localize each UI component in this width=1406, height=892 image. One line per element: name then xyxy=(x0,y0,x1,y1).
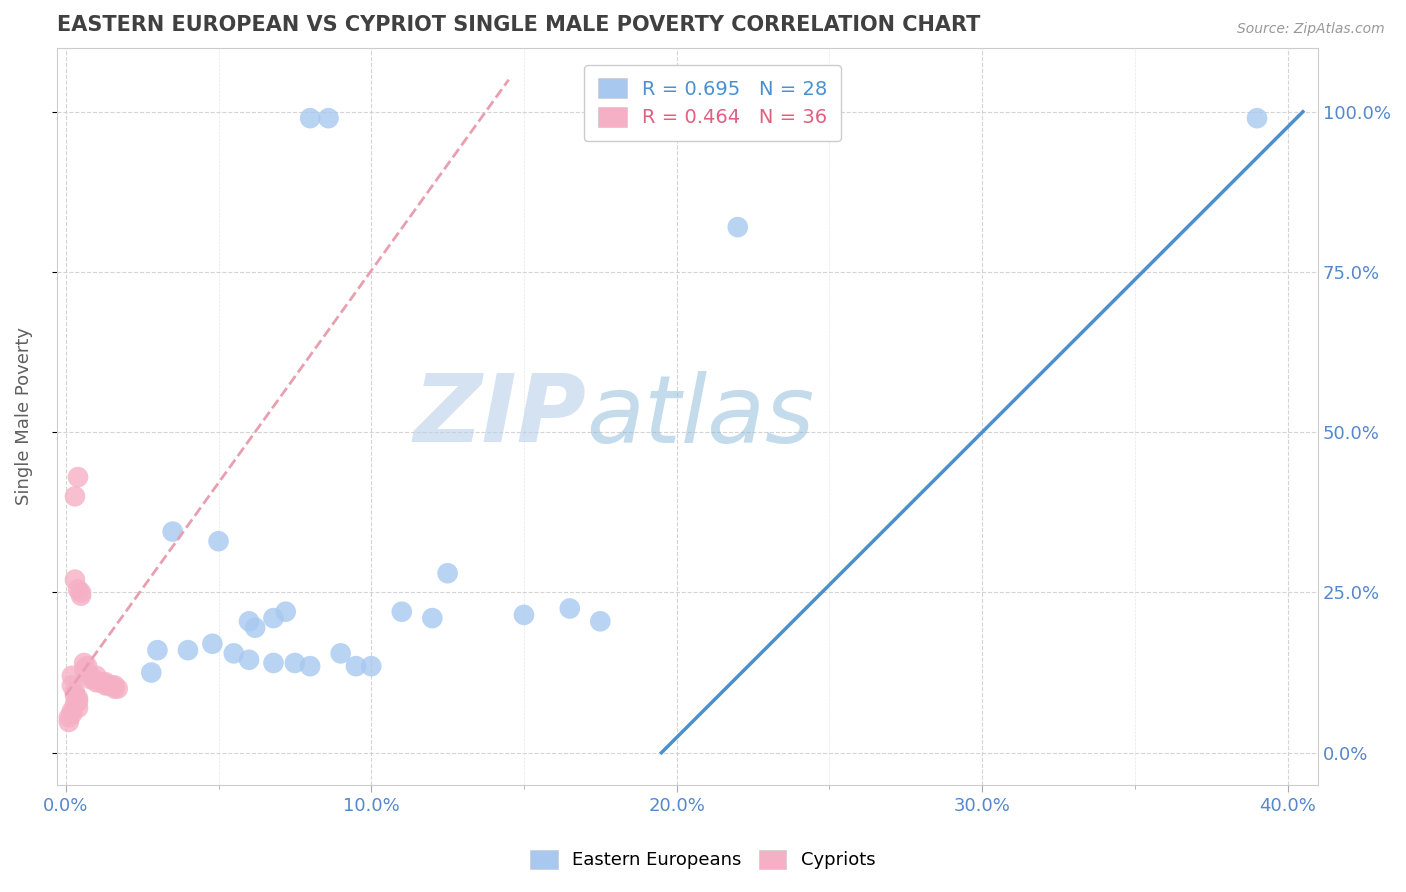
Point xyxy=(82,672,104,686)
Point xyxy=(177,643,200,657)
Point xyxy=(360,659,382,673)
Point xyxy=(86,669,108,683)
Point xyxy=(70,589,93,603)
Point xyxy=(274,605,297,619)
Point xyxy=(76,665,98,680)
Point xyxy=(63,688,86,702)
Point xyxy=(79,672,101,686)
Point xyxy=(66,582,89,597)
Point xyxy=(391,605,413,619)
Point xyxy=(243,621,266,635)
Point xyxy=(86,675,108,690)
Point xyxy=(162,524,184,539)
Point xyxy=(66,691,89,706)
Point xyxy=(58,714,80,729)
Point xyxy=(1246,111,1268,125)
Point xyxy=(89,675,111,690)
Point xyxy=(76,659,98,673)
Point xyxy=(284,656,307,670)
Point xyxy=(104,678,127,692)
Point xyxy=(238,615,260,629)
Point xyxy=(60,669,83,683)
Point xyxy=(94,675,117,690)
Point xyxy=(727,220,749,235)
Point xyxy=(589,615,612,629)
Y-axis label: Single Male Poverty: Single Male Poverty xyxy=(15,327,32,505)
Point xyxy=(100,678,122,692)
Point xyxy=(513,607,536,622)
Point xyxy=(60,678,83,692)
Point xyxy=(58,710,80,724)
Point xyxy=(141,665,163,680)
Point xyxy=(79,669,101,683)
Point xyxy=(238,653,260,667)
Point xyxy=(73,662,96,676)
Point xyxy=(66,694,89,708)
Point xyxy=(207,534,229,549)
Point xyxy=(146,643,169,657)
Point xyxy=(420,611,443,625)
Text: atlas: atlas xyxy=(586,371,814,462)
Point xyxy=(104,681,127,696)
Point xyxy=(60,704,83,718)
Text: EASTERN EUROPEAN VS CYPRIOT SINGLE MALE POVERTY CORRELATION CHART: EASTERN EUROPEAN VS CYPRIOT SINGLE MALE … xyxy=(56,15,980,35)
Point xyxy=(97,678,120,692)
Point xyxy=(107,681,129,696)
Point xyxy=(63,489,86,503)
Point xyxy=(558,601,581,615)
Text: Source: ZipAtlas.com: Source: ZipAtlas.com xyxy=(1237,22,1385,37)
Point xyxy=(63,698,86,712)
Point xyxy=(73,656,96,670)
Point xyxy=(318,111,340,125)
Point xyxy=(66,470,89,484)
Point xyxy=(263,611,285,625)
Point xyxy=(436,566,458,581)
Text: ZIP: ZIP xyxy=(413,370,586,462)
Legend: Eastern Europeans, Cypriots: Eastern Europeans, Cypriots xyxy=(522,841,884,879)
Point xyxy=(344,659,367,673)
Point xyxy=(63,573,86,587)
Point xyxy=(94,678,117,692)
Point xyxy=(299,659,322,673)
Point xyxy=(66,701,89,715)
Point xyxy=(70,585,93,599)
Point xyxy=(60,707,83,722)
Point xyxy=(91,675,114,690)
Legend: R = 0.695   N = 28, R = 0.464   N = 36: R = 0.695 N = 28, R = 0.464 N = 36 xyxy=(583,65,841,141)
Point xyxy=(329,646,352,660)
Point xyxy=(63,685,86,699)
Point xyxy=(263,656,285,670)
Point xyxy=(201,637,224,651)
Point xyxy=(299,111,322,125)
Point xyxy=(222,646,245,660)
